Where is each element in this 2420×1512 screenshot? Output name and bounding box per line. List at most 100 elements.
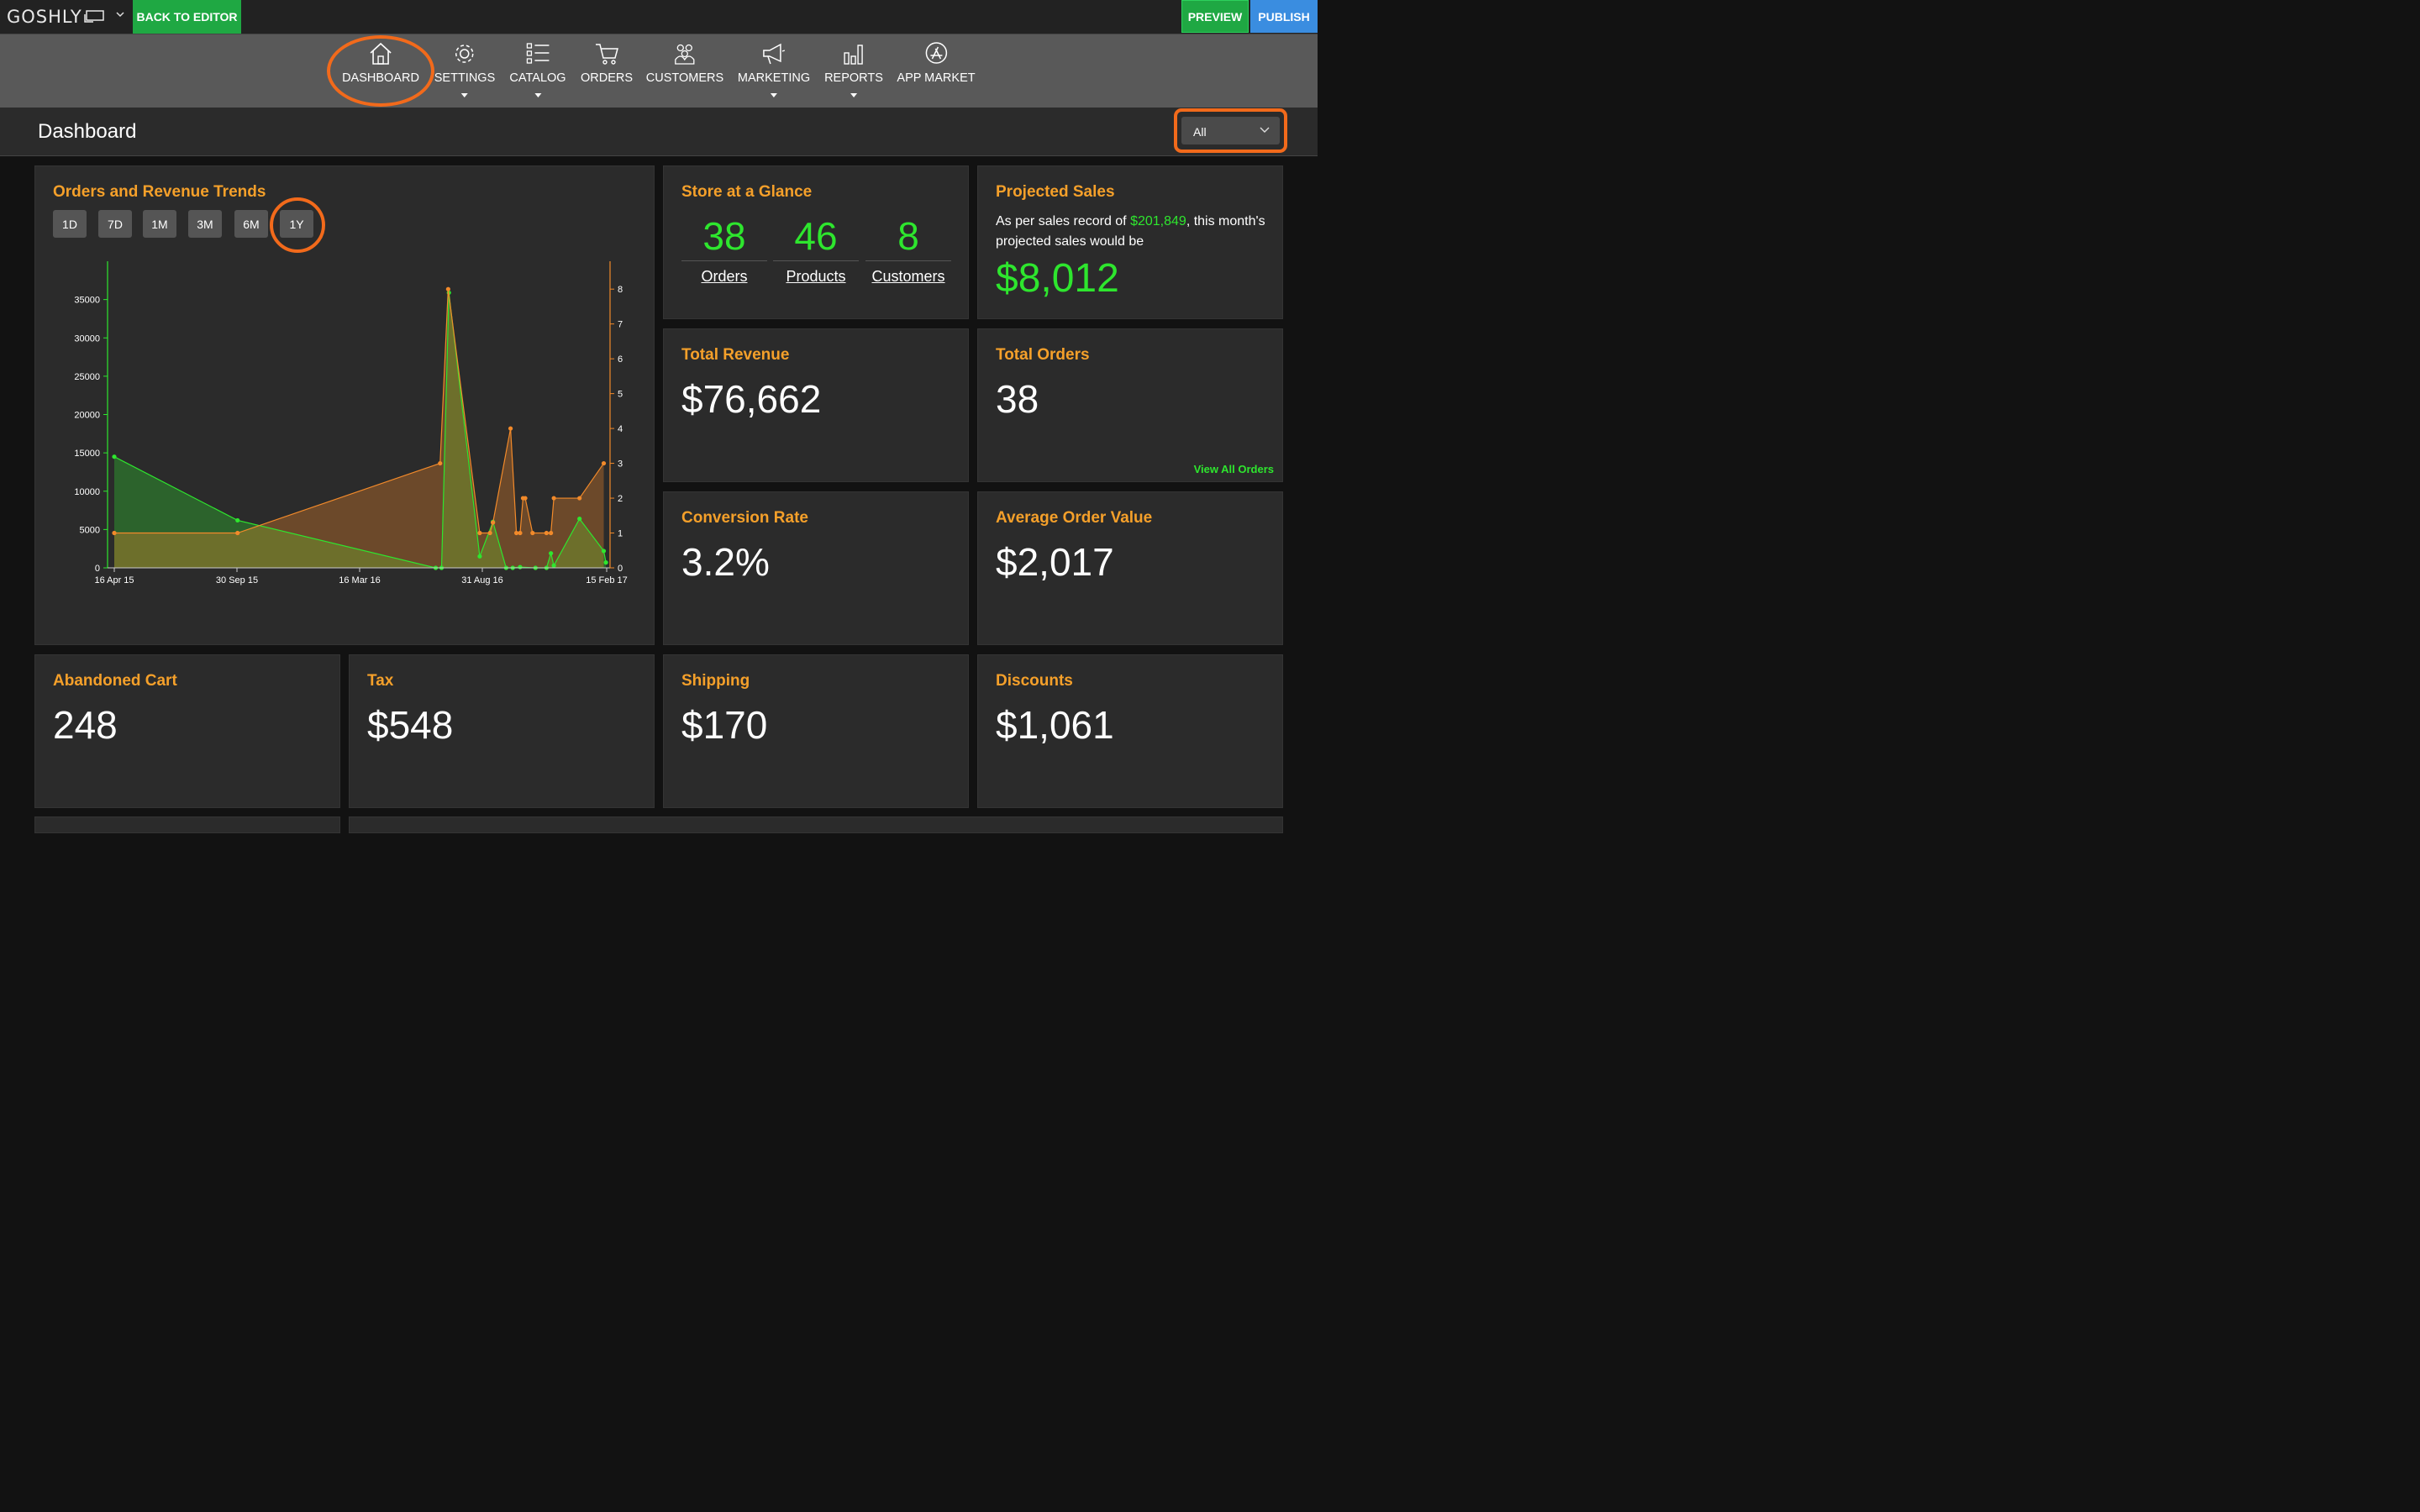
total-revenue-card: Total Revenue $76,662 — [663, 328, 969, 482]
right-tick-label: 2 — [618, 494, 623, 504]
data-point — [477, 530, 482, 536]
view-all-orders-link[interactable]: View All Orders — [1193, 463, 1274, 475]
logo-text: GOSHLY — [7, 7, 82, 27]
top-bar: GOSHLY BACK TO EDITOR PREVIEW PUBLISH — [0, 0, 1318, 34]
abandoned-cart-card: Abandoned Cart 248 — [34, 654, 340, 808]
nav-label: ORDERS — [580, 71, 634, 85]
right-tick-label: 0 — [618, 564, 623, 574]
nav-customers[interactable]: CUSTOMERS — [646, 41, 723, 85]
data-point — [549, 551, 554, 556]
tax-card: Tax $548 — [349, 654, 655, 808]
preview-button[interactable]: PREVIEW — [1181, 0, 1249, 33]
back-to-editor-button[interactable]: BACK TO EDITOR — [133, 0, 241, 34]
right-tick-label: 7 — [618, 320, 623, 330]
left-tick-label: 0 — [95, 564, 100, 574]
right-tick-label: 5 — [618, 390, 623, 400]
right-tick-label: 8 — [618, 285, 623, 295]
nav-settings[interactable]: SETTINGS — [434, 41, 495, 97]
left-tick-label: 35000 — [74, 296, 100, 306]
card-value: $2,017 — [996, 540, 1114, 584]
projected-card: Projected Sales As per sales record of $… — [977, 165, 1283, 319]
glance-customers-link[interactable]: Customers — [871, 268, 945, 285]
projected-record: $201,849 — [1130, 214, 1186, 228]
highlight-ring-dashboard — [327, 35, 434, 107]
chevron-down-icon[interactable] — [116, 10, 124, 18]
x-tick-label: 30 Sep 15 — [216, 575, 258, 585]
data-point — [112, 530, 117, 536]
glance-customers-count: 8 — [897, 214, 919, 258]
cart-icon — [595, 44, 618, 65]
page-header: Dashboard — [0, 108, 1318, 156]
data-point — [235, 517, 240, 523]
left-tick-label: 20000 — [74, 411, 100, 421]
glance-title: Store at a Glance — [681, 183, 813, 201]
store-filter-value: All — [1193, 125, 1207, 139]
data-point — [549, 530, 554, 536]
left-tick-label: 10000 — [74, 487, 100, 497]
nav-marketing[interactable]: MARKETING — [738, 41, 810, 97]
total-orders-card: Total Orders 38 View All Orders — [977, 328, 1283, 482]
range-1d-button[interactable]: 1D — [53, 210, 87, 238]
card-value: $76,662 — [681, 377, 822, 421]
series-area — [114, 292, 607, 568]
main-nav: DASHBOARD SETTINGS CATALOG ORDERS CUSTOM… — [0, 34, 1318, 108]
bar-chart-icon — [844, 45, 863, 65]
nav-label: APP MARKET — [897, 71, 976, 85]
data-point — [523, 496, 528, 501]
data-point — [487, 530, 492, 536]
card-title: Shipping — [681, 672, 750, 690]
trend-chart: 0 5000 10000 15000 20000 25000 30000 35000 0 1 2 3 4… — [74, 261, 628, 585]
nav-orders[interactable]: ORDERS — [581, 41, 633, 85]
glance-products-link[interactable]: Products — [786, 268, 846, 285]
divider — [865, 260, 951, 261]
card-value: 248 — [53, 703, 118, 747]
data-point — [551, 563, 556, 568]
average-order-value-card: Average Order Value $2,017 — [977, 491, 1283, 645]
nav-app-market[interactable]: APP MARKET — [897, 41, 976, 85]
right-tick-label: 6 — [618, 354, 623, 365]
chevron-down-icon — [1260, 127, 1270, 133]
range-3m-button[interactable]: 3M — [188, 210, 222, 238]
projected-title: Projected Sales — [996, 183, 1115, 201]
conversion-rate-card: Conversion Rate 3.2% — [663, 491, 969, 645]
data-point — [577, 496, 582, 501]
shipping-card: Shipping $170 — [663, 654, 969, 808]
megaphone-icon — [763, 43, 786, 65]
store-filter-select[interactable]: All — [1181, 117, 1280, 144]
projected-value: $8,012 — [996, 256, 1119, 301]
partial-card — [349, 816, 1283, 833]
series-area — [114, 289, 604, 568]
logo-mark-icon — [83, 10, 104, 23]
range-7d-button[interactable]: 7D — [98, 210, 132, 238]
caret-down-icon — [460, 93, 468, 97]
card-title: Tax — [367, 672, 394, 690]
people-icon — [675, 44, 695, 65]
page-title: Dashboard — [38, 120, 137, 143]
store-filter-highlight: All — [1174, 108, 1287, 153]
publish-button[interactable]: PUBLISH — [1250, 0, 1318, 33]
range-1m-button[interactable]: 1M — [143, 210, 176, 238]
nav-reports[interactable]: REPORTS — [824, 41, 883, 97]
projected-text-end: , this month's projected sales would be — [996, 214, 1265, 249]
card-value: $1,061 — [996, 703, 1114, 747]
projected-text: As per sales record of $201,849, this mo… — [996, 212, 1273, 252]
data-point — [235, 530, 240, 536]
card-value: 3.2% — [681, 540, 770, 584]
x-tick-label: 16 Mar 16 — [339, 575, 381, 585]
nav-label: REPORTS — [824, 71, 883, 85]
card-value: 38 — [996, 377, 1039, 421]
right-tick-label: 1 — [618, 529, 623, 539]
range-6m-button[interactable]: 6M — [234, 210, 268, 238]
card-title: Total Revenue — [681, 346, 790, 364]
card-value: $170 — [681, 703, 768, 747]
data-point — [112, 454, 117, 459]
glance-orders-link[interactable]: Orders — [701, 268, 748, 285]
nav-catalog[interactable]: CATALOG — [509, 41, 566, 97]
brand-logo[interactable]: GOSHLY — [7, 7, 107, 27]
data-point — [513, 530, 519, 536]
app-store-icon — [925, 42, 947, 64]
nav-label: CUSTOMERS — [645, 71, 724, 85]
x-tick-label: 31 Aug 16 — [461, 575, 503, 585]
left-tick-label: 15000 — [74, 449, 100, 459]
checklist-icon — [526, 43, 549, 64]
